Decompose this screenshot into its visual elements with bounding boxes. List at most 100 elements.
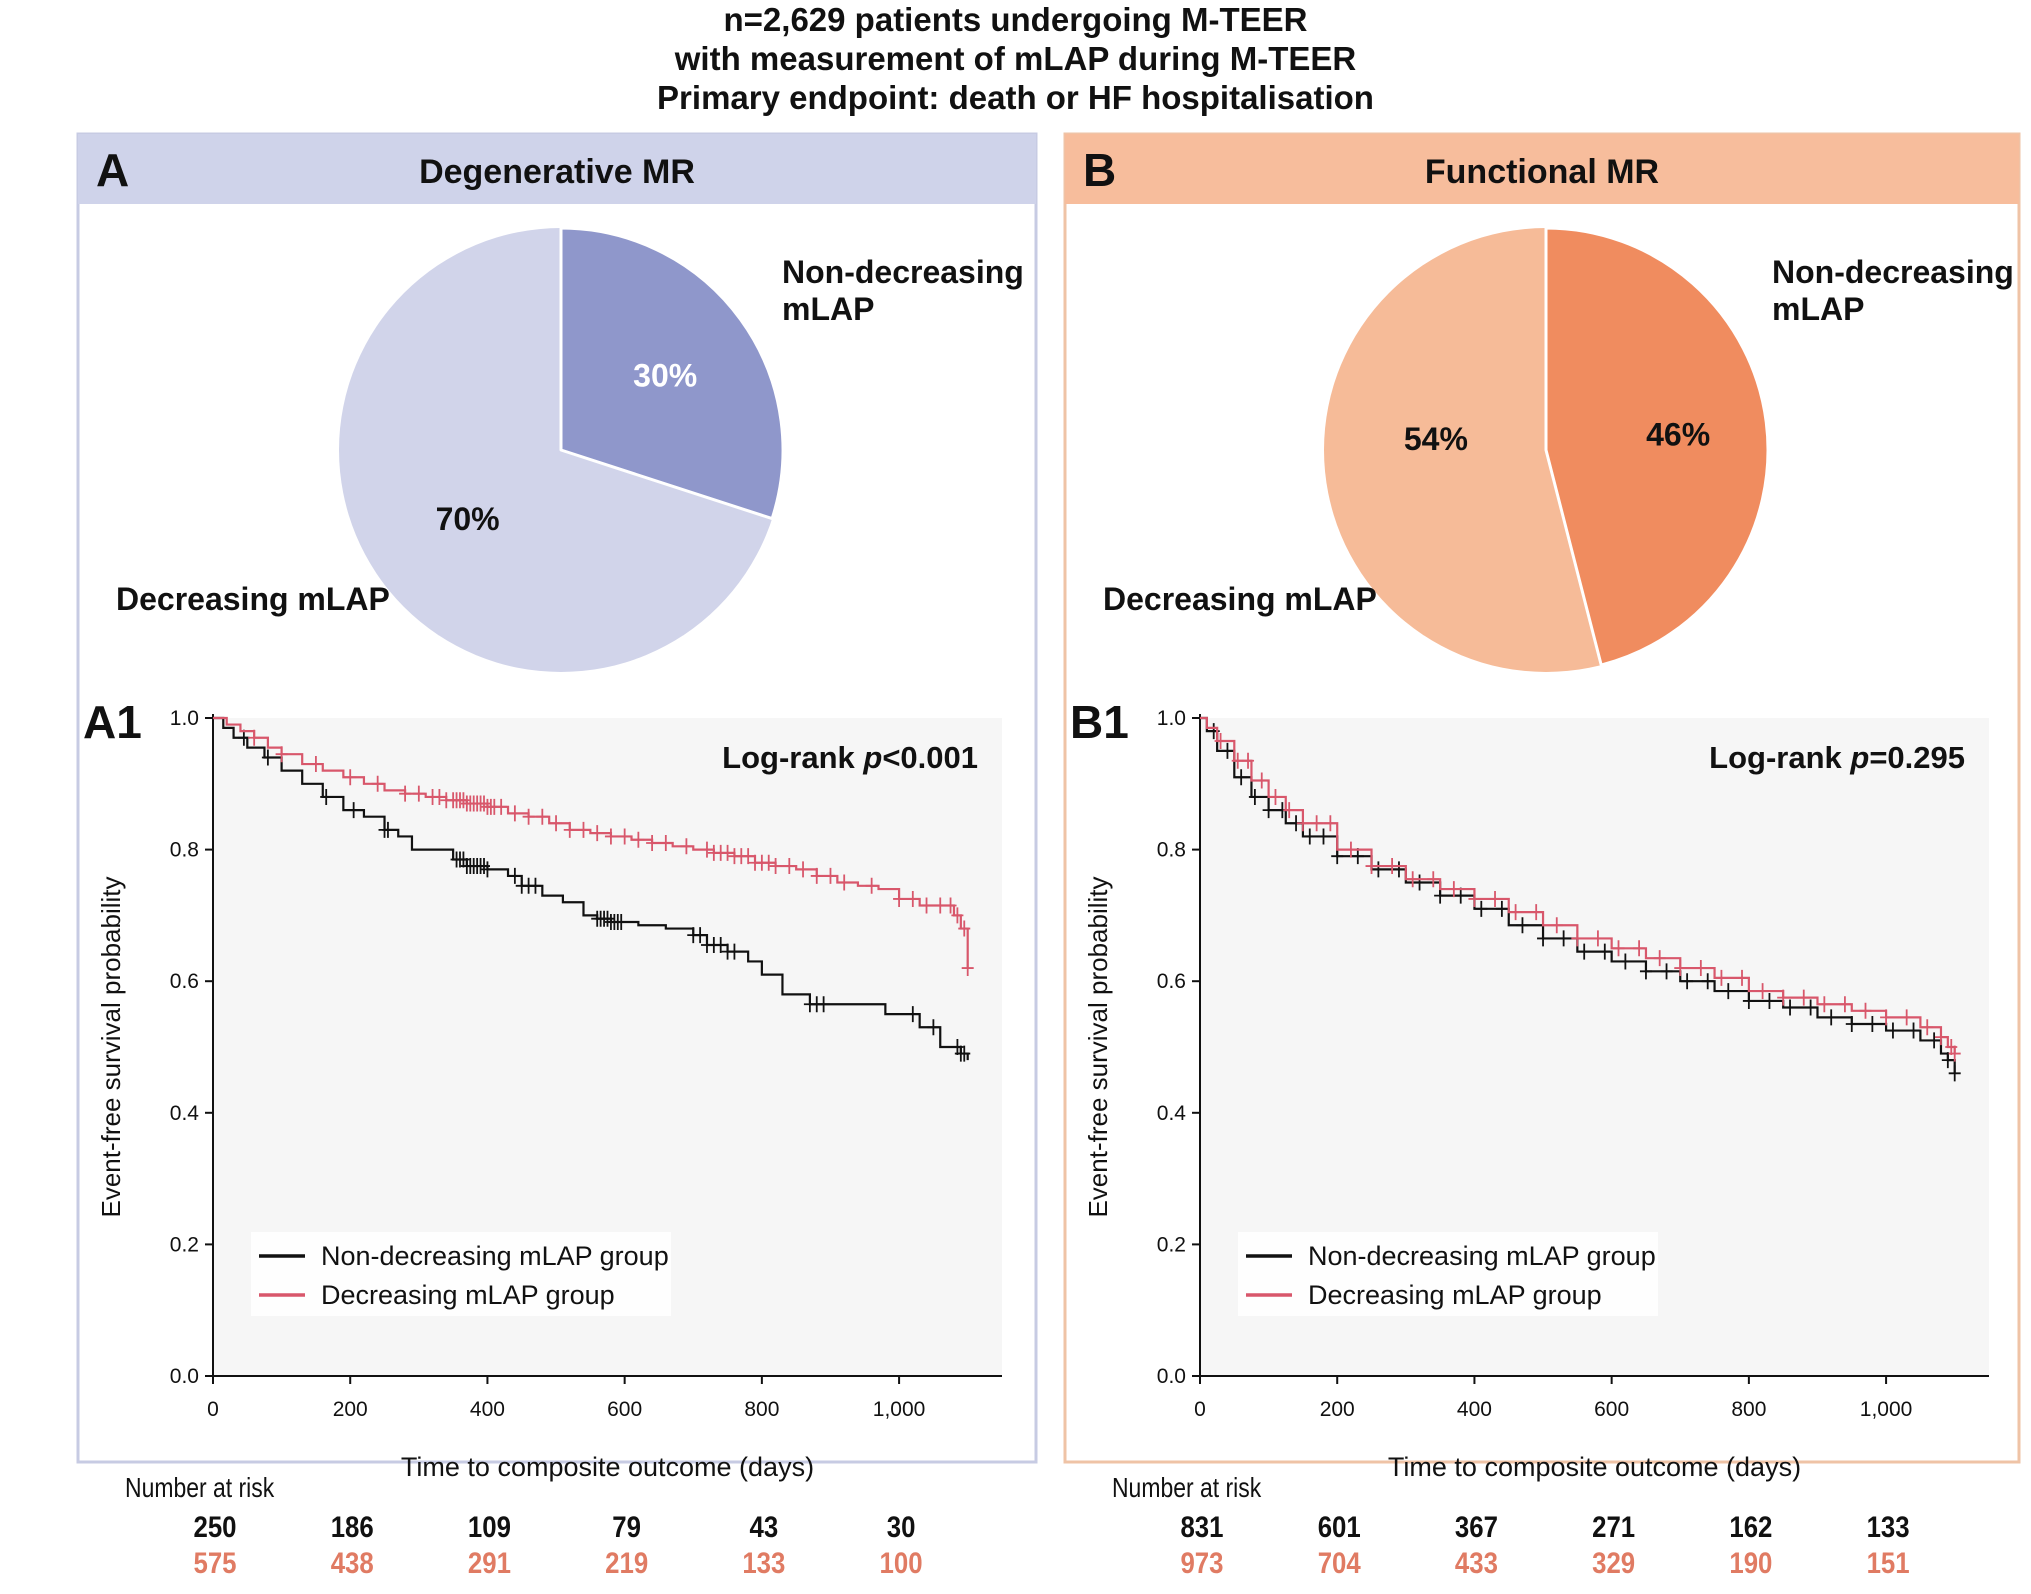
panel-b-km-censor-nondecreasing — [1578, 943, 1591, 960]
panel-b-km-censor-nondecreasing — [1351, 848, 1364, 865]
panel-a-km-censor-nondecreasing — [508, 867, 521, 884]
panel-b-km-censor-decreasing — [1777, 989, 1790, 1006]
panel-a-logrank-prefix: Log-rank — [722, 740, 863, 775]
panel-b-risk-decreasing-5: 151 — [1867, 1546, 1910, 1579]
panel-a-km-censor-nondecreasing — [320, 788, 333, 805]
panel-a-km-legend-label: Non-decreasing mLAP group — [321, 1241, 669, 1271]
panel-b-km-censor-decreasing — [1934, 1029, 1947, 1046]
panel-b-km-censor-nondecreasing — [1866, 1015, 1879, 1032]
panel-b-km-censor-nondecreasing — [1372, 861, 1385, 878]
panel-b-pie-label-minor-2: mLAP — [1772, 291, 1864, 327]
panel-a-km-censor-nondecreasing — [714, 937, 727, 954]
panel-b-risk-decreasing-4: 190 — [1729, 1546, 1772, 1579]
panel-a-km-censor-decreasing — [838, 874, 851, 891]
panel-b-km-censor-nondecreasing — [1825, 1009, 1838, 1026]
header-line-1: n=2,629 patients undergoing M-TEER — [723, 1, 1308, 38]
panel-b-km-censor-decreasing — [1242, 752, 1255, 769]
panel-b-risk-decreasing-1: 704 — [1318, 1546, 1361, 1579]
panel-b-risk-nondecreasing-0: 831 — [1180, 1510, 1223, 1543]
panel-b-km-censor-nondecreasing — [1262, 802, 1275, 819]
panel-a-km-ytick-label: 0.6 — [170, 970, 199, 993]
panel-a-km-censor-decreasing — [920, 897, 933, 914]
panel-a-km-censor-nondecreasing — [381, 821, 394, 838]
panel-b-title: Functional MR — [1425, 153, 1659, 191]
panel-b-km-ytick-label: 0.2 — [1157, 1233, 1186, 1256]
panel-b-km-ytick-label: 0.8 — [1157, 839, 1186, 862]
panel-a-km-censor-decreasing — [659, 835, 672, 852]
panel-b-km-censor-nondecreasing — [1557, 930, 1570, 947]
panel-b-km-censor-decreasing — [1447, 881, 1460, 898]
panel-a-km-censor-decreasing — [951, 907, 964, 924]
panel-b-km-censor-nondecreasing — [1303, 828, 1316, 845]
panel-a-km-censor-decreasing — [618, 828, 631, 845]
panel-a-km-censor-nondecreasing — [347, 802, 360, 819]
panel-b-km-xtick-label: 400 — [1457, 1398, 1492, 1421]
panel-a-km-censor-decreasing — [865, 877, 878, 894]
panel-b-km-censor-decreasing — [1859, 1002, 1872, 1019]
panel-b-km-censor-decreasing — [1214, 733, 1227, 750]
panel-a-km-series-nondecreasing — [213, 716, 971, 1062]
panel-a-logrank-value: <0.001 — [882, 740, 978, 775]
panel-a-km-censor-nondecreasing — [481, 861, 494, 878]
panel-a-km-censor-decreasing — [958, 920, 971, 937]
panel-b-km-xtick-label: 600 — [1594, 1398, 1629, 1421]
panel-b-km-censor-nondecreasing — [1639, 963, 1652, 980]
panel-a-km-censor-decreasing — [632, 831, 645, 848]
panel-b-km-censor-decreasing — [1365, 858, 1378, 875]
panel-b-risk-nondecreasing-1: 601 — [1318, 1510, 1361, 1543]
panel-a-pie-label-minor-1: Non-decreasing — [782, 254, 1024, 290]
panel-a-km-censor-nondecreasing — [817, 996, 830, 1013]
panel-b-km-censor-decreasing — [1344, 841, 1357, 858]
panel-a-km-censor-decreasing — [797, 861, 810, 878]
panel-b-km-series-nondecreasing — [1200, 716, 1961, 1082]
panel-a-km-censor-decreasing — [563, 821, 576, 838]
panel-a-km-censor-decreasing — [893, 890, 906, 907]
panel-b-km-censor-decreasing — [1736, 969, 1749, 986]
panel-b-km-censor-nondecreasing — [1845, 1015, 1858, 1032]
panel-a-km-ytick-label: 0.4 — [170, 1102, 200, 1125]
panel-b-km-censor-nondecreasing — [1722, 983, 1735, 1000]
panel-b-risk-decreasing-2: 433 — [1455, 1546, 1498, 1579]
panel-a-km-censor-decreasing — [646, 835, 659, 852]
panel-a-km-censor-decreasing — [522, 808, 535, 825]
panel-b-km-xlabel: Time to composite outcome (days) — [1388, 1452, 1801, 1482]
panel-a-km-ylabel: Event-free survival probability — [96, 876, 126, 1217]
panel-a-km-censor-nondecreasing — [237, 729, 250, 746]
panel-b-km-ytick-label: 0.6 — [1157, 970, 1186, 993]
panel-b-km-legend-box — [1238, 1232, 1658, 1316]
panel-b-km-censor-decreasing — [1509, 904, 1522, 921]
panel-a-risk-nondecreasing-4: 43 — [750, 1510, 779, 1543]
panel-a-km-censor-decreasing — [536, 808, 549, 825]
panel-a-pie-label-minor-2: mLAP — [782, 291, 874, 327]
panel-b-risk-nondecreasing-4: 162 — [1729, 1510, 1772, 1543]
panel-b-km-xtick-label: 0 — [1194, 1398, 1206, 1421]
panel-a-km-censor-decreasing — [399, 785, 412, 802]
panel-a-pie-pct-decreasing: 70% — [436, 501, 500, 537]
panel-a-risk-decreasing-2: 291 — [468, 1546, 511, 1579]
panel-b-km-censor-nondecreasing — [1598, 943, 1611, 960]
panel-b-logrank-value: =0.295 — [1869, 740, 1965, 775]
panel-a-logrank: Log-rank p<0.001 — [722, 740, 978, 775]
panel-b-km-series-decreasing — [1200, 716, 1961, 1062]
panel-a-km-ytick-label: 0.0 — [170, 1365, 199, 1388]
panel-b-km-censor-decreasing — [1612, 940, 1625, 957]
panel-b-number-at-risk-label: Number at risk — [1112, 1473, 1261, 1504]
panel-b-km-censor-nondecreasing — [1475, 900, 1488, 917]
panel-b-km-censor-nondecreasing — [1434, 887, 1447, 904]
header-line-2: with measurement of mLAP during M-TEER — [674, 40, 1357, 77]
panel-a-km-censor-decreasing — [906, 890, 919, 907]
panel-a-km-censor-nondecreasing — [694, 927, 707, 944]
panel-a-km-ytick-label: 0.2 — [170, 1233, 199, 1256]
panel-a-pie-pct-nondecreasing: 30% — [633, 357, 697, 393]
panel-b-km-censor-decreasing — [1880, 1009, 1893, 1026]
panel-a-km-censor-decreasing — [769, 858, 782, 875]
panel-b-km-censor-decreasing — [1386, 858, 1399, 875]
panel-a-km-censor-decreasing — [961, 960, 974, 977]
panel-b-km-censor-decreasing — [1406, 871, 1419, 888]
panel-a-km-xtick-label: 800 — [744, 1398, 779, 1421]
panel-b-risk-nondecreasing-5: 133 — [1867, 1510, 1910, 1543]
panel-a-km-letter: A1 — [83, 696, 142, 748]
panel-b-km-censor-decreasing — [1818, 996, 1831, 1013]
panel-b-pie-pct-decreasing: 54% — [1404, 421, 1468, 457]
